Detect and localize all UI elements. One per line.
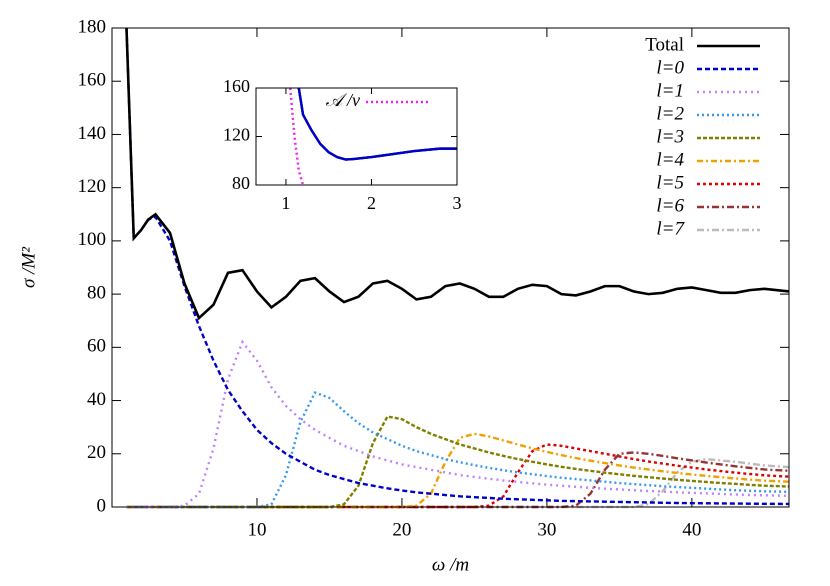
y-tick-label: 180 [78,16,107,37]
legend-label: l=4 [656,149,684,170]
inset-plot: 80 120 160 1 2 3 𝒜 /v [223,76,462,213]
series-line [289,87,305,186]
plot-frame [111,27,790,508]
series-line [126,391,790,509]
series-line [125,27,790,321]
y-tick-label: 140 [78,123,107,144]
y-axis-label: σ /M² [18,247,39,288]
legend-label: l=1 [656,80,684,101]
y-tick-label: 120 [223,125,250,145]
y-tick-label: 60 [87,336,106,357]
series-line [126,339,790,509]
y-tick-label: 160 [223,76,250,96]
y-tick-label: 20 [87,442,106,463]
y-tick-label: 0 [97,495,107,516]
legend-label: l=6 [656,195,684,216]
legend-label: l=0 [656,57,684,78]
series-line [126,457,790,509]
x-tick-label: 2 [367,193,376,213]
y-tick-label: 80 [87,282,106,303]
x-tick-label: 30 [537,519,556,540]
x-tick-label: 20 [392,519,411,540]
inset-background [256,88,457,185]
legend-label: l=5 [656,172,684,193]
x-tick-label: 40 [682,519,701,540]
y-tick-label: 80 [232,173,250,193]
legend-label: l=2 [656,103,684,124]
legend-label: Total [645,34,684,55]
x-axis-label: ω /m [432,554,469,575]
x-tick-label: 3 [453,193,462,213]
x-tick-label: 10 [247,519,266,540]
y-tick-label: 100 [78,229,107,250]
legend-label: l=7 [656,218,685,239]
series-line [125,27,790,506]
series-line [297,87,457,161]
y-tick-label: 120 [78,176,107,197]
legend-label: 𝒜 /v [325,90,360,110]
y-tick-label: 160 [78,70,107,91]
y-tick-label: 40 [87,389,106,410]
x-tick-label: 1 [281,193,290,213]
legend-label: l=3 [656,126,684,147]
plot-frame [255,87,458,186]
series-line [126,443,790,509]
